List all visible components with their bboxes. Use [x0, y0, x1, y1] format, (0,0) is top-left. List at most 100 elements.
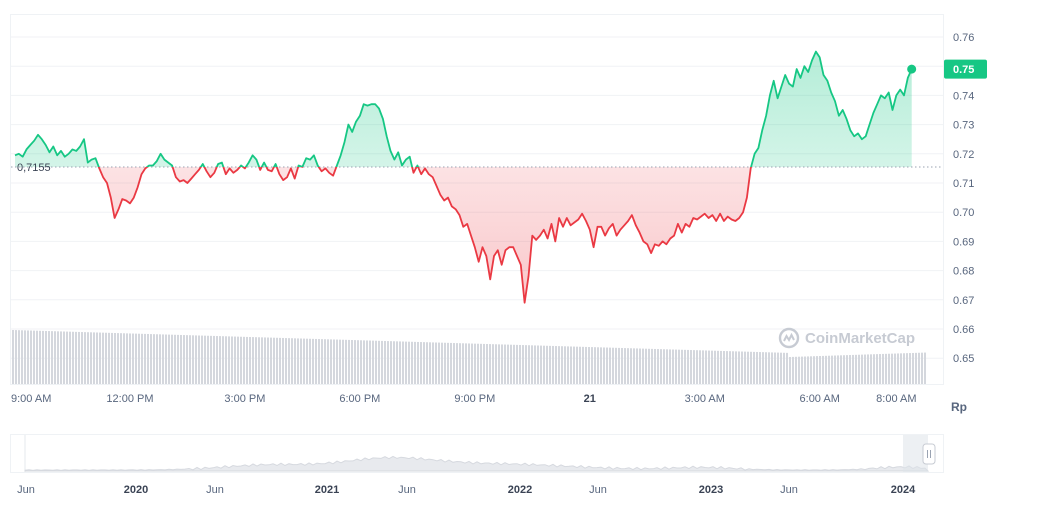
volume-bar: [213, 335, 215, 384]
plot-frame: [10, 14, 944, 385]
volume-bar: [750, 351, 752, 384]
volume-bar: [381, 340, 383, 384]
volume-bar: [207, 335, 209, 384]
volume-bar: [240, 336, 242, 384]
volume-bar: [789, 356, 791, 384]
volume-bar: [324, 339, 326, 384]
volume-bar: [777, 352, 779, 384]
volume-bar: [459, 343, 461, 384]
coinmarketcap-watermark: CoinMarketCap: [778, 327, 915, 349]
volume-bar: [606, 347, 608, 384]
volume-bar: [417, 341, 419, 384]
price-line-down: [97, 166, 753, 304]
volume-bar: [48, 331, 50, 384]
volume-bar: [918, 352, 920, 384]
volume-bar: [96, 332, 98, 384]
volume-bar: [774, 352, 776, 384]
volume-bar: [882, 353, 884, 384]
volume-bar: [567, 346, 569, 384]
volume-bar: [384, 340, 386, 384]
volume-bar: [561, 346, 563, 384]
volume-bar: [363, 340, 365, 384]
volume-bar: [243, 336, 245, 384]
y-tick-label: 0.70: [953, 207, 974, 219]
x-tick-label: 8:00 AM: [876, 393, 916, 405]
volume-bar: [486, 344, 488, 384]
volume-bar: [219, 336, 221, 384]
volume-bar: [714, 350, 716, 384]
volume-bar: [21, 330, 23, 384]
volume-bar: [684, 349, 686, 384]
volume-bar: [579, 346, 581, 384]
volume-bar: [228, 336, 230, 384]
volume-bar: [18, 330, 20, 384]
volume-bar: [516, 344, 518, 384]
volume-bar: [189, 335, 191, 384]
volume-bar: [570, 346, 572, 384]
volume-bar: [474, 343, 476, 384]
volume-bar: [264, 337, 266, 384]
volume-bar: [393, 341, 395, 384]
volume-bar: [429, 342, 431, 384]
navigator-tick-label: 2022: [508, 484, 532, 496]
range-navigator[interactable]: Jun 2020 Jun 2021 Jun 2022 Jun 2023 Jun 2024: [10, 434, 944, 497]
volume-bar: [309, 338, 311, 384]
volume-bar: [642, 348, 644, 384]
volume-bar: [699, 350, 701, 384]
price-area-below-baseline: [98, 166, 752, 303]
volume-bar: [786, 352, 788, 384]
y-tick-label: 0.71: [953, 178, 974, 190]
x-tick-label: 6:00 AM: [800, 393, 840, 405]
volume-bar: [252, 337, 254, 384]
volume-bar: [861, 354, 863, 384]
navigator-tick-label: Jun: [398, 484, 416, 496]
volume-bar: [300, 338, 302, 384]
volume-bar: [669, 349, 671, 384]
volume-bar: [846, 355, 848, 384]
volume-bar: [108, 332, 110, 384]
volume-bar: [369, 340, 371, 384]
volume-bar: [378, 340, 380, 384]
volume-bar: [837, 355, 839, 384]
volume-bar: [582, 346, 584, 384]
volume-bar: [327, 339, 329, 384]
navigator-axis: Jun 2020 Jun 2021 Jun 2022 Jun 2023 Jun 2024: [17, 484, 916, 496]
volume-bar: [315, 338, 317, 384]
volume-bar: [660, 349, 662, 384]
volume-bar: [651, 348, 653, 384]
volume-bar: [705, 350, 707, 384]
volume-bar: [588, 347, 590, 384]
volume-bar: [726, 351, 728, 384]
volume-bar: [360, 340, 362, 384]
volume-bar: [402, 341, 404, 384]
baseline-label: 0,7155: [17, 162, 51, 174]
volume-bar: [597, 347, 599, 384]
volume-bar: [504, 344, 506, 384]
volume-bar: [576, 346, 578, 384]
volume-bar: [792, 356, 794, 384]
volume-bar: [453, 343, 455, 384]
volume-bar: [237, 336, 239, 384]
volume-bar: [246, 336, 248, 384]
navigator-handle[interactable]: [922, 443, 936, 465]
volume-bar: [849, 355, 851, 384]
volume-bar: [591, 347, 593, 384]
volume-bar: [39, 330, 41, 384]
current-price-label: 0.75: [953, 64, 974, 76]
volume-bar: [426, 342, 428, 384]
volume-bar: [477, 343, 479, 384]
volume-bar: [810, 356, 812, 384]
volume-bar: [75, 331, 77, 384]
volume-bar: [879, 354, 881, 384]
volume-bar: [603, 347, 605, 384]
volume-bar: [618, 347, 620, 384]
volume-bar: [348, 339, 350, 384]
volume-bar: [99, 332, 101, 384]
volume-bar: [195, 335, 197, 384]
y-tick-label: 0.67: [953, 295, 974, 307]
volume-bar: [282, 337, 284, 384]
volume-bar: [915, 352, 917, 384]
volume-bar: [498, 344, 500, 384]
volume-bar: [783, 352, 785, 384]
